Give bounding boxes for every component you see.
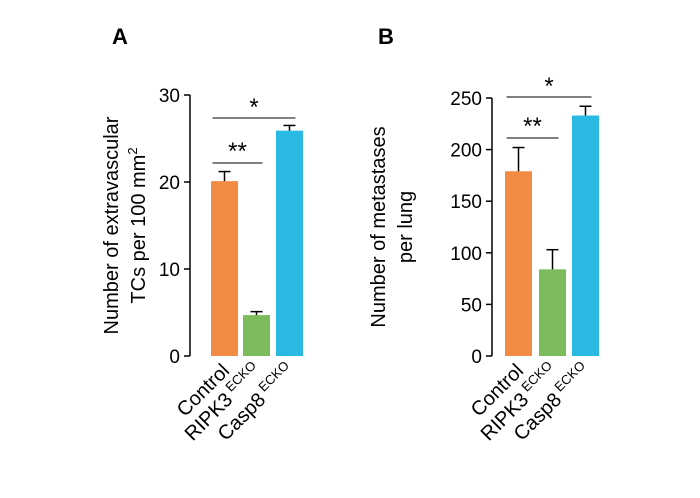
bar-control: [211, 181, 238, 356]
y-axis-title-line: Number of metastases: [368, 126, 390, 327]
y-tick-label: 30: [159, 86, 180, 107]
y-tick-label: 200: [450, 141, 482, 162]
panel-letter: B: [378, 24, 394, 49]
bar-ripk3: [539, 269, 566, 356]
y-tick-label: 150: [450, 192, 482, 213]
y-axis-title-line: TCs per 100 mm2: [125, 147, 150, 303]
bar-casp8: [276, 130, 303, 356]
significance-label: *: [544, 73, 553, 100]
category-label-superscript: ECKO: [255, 358, 292, 395]
y-axis-title-line: Number of extravascular: [101, 116, 123, 334]
panel-b: B 0 50 100 150 200 250 Number of metastases per …: [368, 24, 599, 445]
significance-label: *: [249, 94, 258, 121]
bar-ripk3: [243, 315, 270, 356]
y-tick-label: 20: [159, 173, 180, 194]
significance-label: **: [228, 138, 247, 165]
y-tick-label: 250: [450, 89, 482, 110]
y-tick-label: 50: [461, 295, 482, 316]
category-label-superscript: ECKO: [551, 358, 588, 395]
y-tick-label: 0: [471, 347, 482, 368]
significance-label: **: [523, 113, 542, 140]
y-axis-title-line: per lung: [395, 191, 417, 263]
y-tick-label: 10: [159, 260, 180, 281]
y-axis-title-superscript: 2: [125, 147, 140, 154]
bar-casp8: [572, 115, 599, 356]
y-tick-label: 0: [169, 347, 180, 368]
bar-control: [505, 171, 532, 356]
y-tick-label: 100: [450, 244, 482, 265]
panel-a: A 0 10 20 30 Number of extravascular TCs per 1…: [101, 24, 303, 445]
panel-letter: A: [112, 24, 128, 49]
